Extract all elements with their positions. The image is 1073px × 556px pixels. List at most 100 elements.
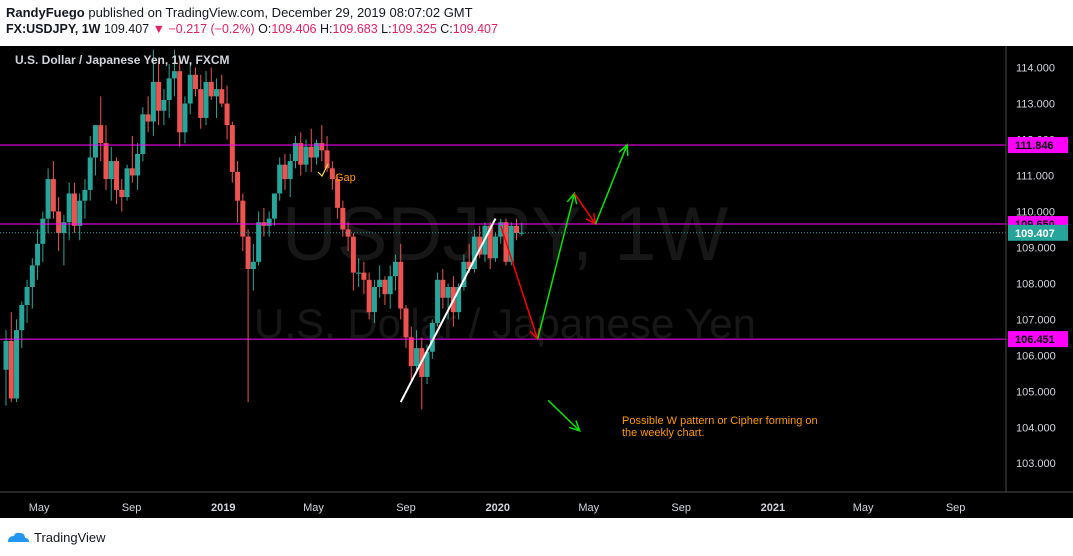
tradingview-logo-icon[interactable] [6, 530, 30, 546]
candle-body [66, 193, 72, 223]
candle-body [29, 265, 35, 287]
time-tick-label: Sep [671, 502, 691, 514]
candle-body [45, 179, 51, 219]
horizontal-levels-layer [0, 144, 1006, 340]
candle-body [392, 261, 398, 277]
candle-body [119, 189, 125, 198]
candle-body [135, 153, 141, 176]
chart-area[interactable]: USDJPY, 1W U.S. Dollar / Japanese Yen 10… [0, 46, 1073, 518]
footer-brand[interactable]: TradingView [34, 530, 106, 545]
price-tick-label: 111.000 [1016, 170, 1054, 182]
candle-body [377, 279, 383, 287]
candle-body [14, 330, 20, 399]
level-price-label: 106.451 [1015, 334, 1055, 346]
pattern-note-line: Possible W pattern or Cipher forming on [622, 415, 818, 427]
gap-label: Gap [335, 172, 356, 184]
candle-body [435, 279, 441, 323]
candle-body [219, 89, 225, 104]
pattern-note-line: the weekly chart. [622, 427, 705, 439]
low-value: 109.325 [391, 22, 437, 36]
time-axis[interactable]: May Sep 2019 May Sep 2020 May Sep 2021 May Sep [29, 502, 966, 514]
candle-body [250, 261, 256, 269]
candle-body [240, 200, 246, 237]
candle-body [456, 286, 462, 313]
level-price-label-bg [1008, 331, 1068, 348]
candle-body [382, 279, 388, 295]
candle-body [308, 146, 314, 158]
candle-body [229, 125, 235, 172]
candle-body [71, 193, 77, 226]
candle-body [192, 74, 198, 90]
price-tick-label: 105.000 [1016, 386, 1056, 398]
candle-body [492, 236, 498, 259]
close-value: 109.407 [452, 22, 498, 36]
candle-body [414, 348, 420, 367]
candle-body [19, 304, 25, 331]
time-tick-label: May [578, 502, 599, 514]
candle-body [282, 164, 288, 180]
candle-body [245, 236, 251, 269]
chart-title: U.S. Dollar / Japanese Yen, 1W, FXCM [15, 53, 230, 67]
candle-body [224, 103, 230, 126]
publish-header: RandyFuego published on TradingView.com,… [0, 0, 1073, 40]
close-label: C: [440, 22, 453, 36]
candle-body [514, 225, 520, 234]
candle-body [50, 179, 56, 212]
candle-body [256, 222, 262, 262]
author-name[interactable]: RandyFuego [6, 5, 85, 20]
price-tick-label: 113.000 [1016, 99, 1055, 111]
candle-body [477, 236, 483, 255]
green-projection-arrow [547, 399, 581, 432]
candle-body [266, 218, 272, 226]
candle-body [329, 168, 335, 180]
trendline [399, 218, 497, 403]
candle-body [403, 308, 409, 338]
green-projection-arrow [594, 144, 628, 225]
candle-body [150, 81, 156, 122]
candle-body [471, 236, 477, 269]
candle-body [287, 161, 293, 180]
candle-body [108, 161, 114, 180]
open-label: O: [258, 22, 272, 36]
high-value: 109.683 [332, 22, 378, 36]
price-axis[interactable]: 103.000 104.000 105.000 106.000 107.000 108.0… [1016, 63, 1056, 471]
red-projection-arrow [573, 193, 597, 225]
pattern-note: Possible W pattern or Cipher forming on t… [622, 415, 818, 439]
candle-body [24, 286, 30, 305]
gap-check-icon [317, 163, 329, 178]
time-tick-label: May [853, 502, 874, 514]
candle-body [429, 322, 435, 352]
candle-body [77, 200, 83, 226]
price-change: ▼ −0.217 (−0.2%) [152, 22, 255, 36]
candle-body [361, 272, 367, 280]
candle-body [498, 222, 504, 237]
candle-body [203, 81, 209, 118]
time-tick-label: Sep [396, 502, 416, 514]
candle-body [324, 150, 330, 169]
chart-canvas[interactable]: USDJPY, 1W U.S. Dollar / Japanese Yen 10… [0, 46, 1073, 518]
time-tick-label: May [303, 502, 324, 514]
drawings-layer [399, 143, 629, 433]
candle-body [208, 81, 214, 97]
candle-body [98, 125, 104, 144]
arrowhead [569, 420, 581, 433]
candle-body [235, 171, 241, 201]
candle-body [356, 272, 362, 274]
candle-body [198, 89, 204, 118]
candles-layer [3, 49, 525, 410]
publish-info: RandyFuego published on TradingView.com,… [6, 5, 473, 20]
candle-body [271, 193, 277, 219]
candle-body [387, 276, 393, 295]
candle-body [140, 114, 146, 154]
candle-body [335, 179, 341, 208]
candle-body [82, 189, 88, 201]
candle-body [214, 89, 220, 97]
candle-body [508, 225, 514, 262]
time-tick-label: 2021 [761, 502, 785, 514]
candle-body [519, 232, 525, 234]
candle-body [424, 351, 430, 377]
candle-body [298, 143, 304, 165]
candle-body [166, 78, 172, 100]
candle-body [114, 161, 120, 190]
